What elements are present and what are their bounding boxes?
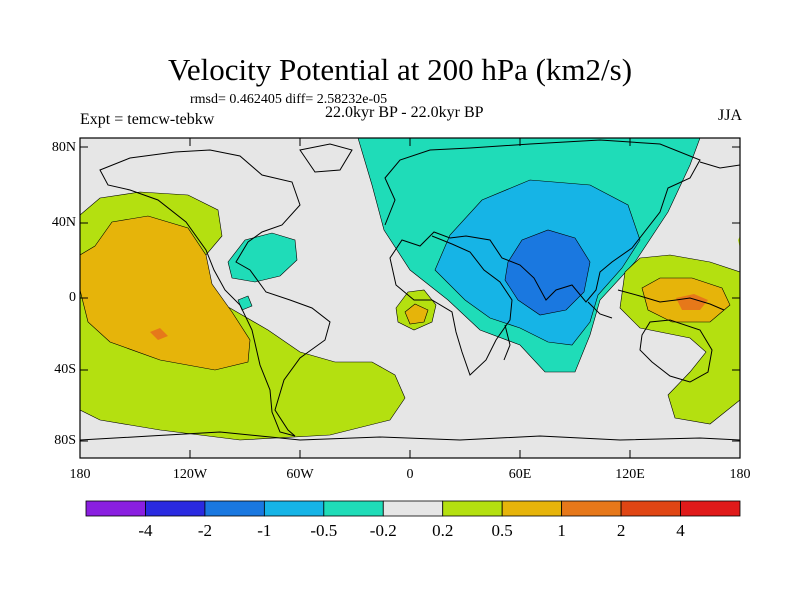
- lon-label-180e: 180: [729, 467, 751, 482]
- colorbar-label-0: -4: [138, 521, 153, 540]
- lat-label-40n: 40N: [51, 215, 76, 230]
- lon-label-180w: 180: [69, 467, 91, 482]
- map-title: Velocity Potential at 200 hPa (km2/s): [167, 52, 633, 87]
- lon-label-120w: 120W: [172, 467, 208, 482]
- colorbar: [85, 500, 741, 517]
- map-plot-area: [80, 138, 740, 458]
- colorbar-box-10: [680, 500, 741, 517]
- lon-label-60w: 60W: [286, 467, 314, 482]
- colorbar-label-3: -0.5: [310, 521, 338, 540]
- season-label: JJA: [717, 107, 742, 124]
- experiment-label: Expt = temcw-tebkw: [80, 111, 215, 128]
- colorbar-box-4: [323, 500, 384, 517]
- colorbar-box-6: [442, 500, 503, 517]
- lat-label-80s: 80S: [54, 433, 76, 448]
- stats-text: rmsd= 0.462405 diff= 2.58232e-05: [190, 92, 388, 107]
- colorbar-box-5: [382, 500, 444, 517]
- colorbar-box-0: [85, 500, 146, 517]
- colorbar-label-6: 0.5: [491, 521, 513, 540]
- colorbar-label-2: -1: [257, 521, 272, 540]
- colorbar-box-9: [620, 500, 681, 517]
- colorbar-label-8: 2: [616, 521, 626, 540]
- lon-label-0: 0: [406, 467, 414, 482]
- colorbar-box-2: [204, 500, 265, 517]
- colorbar-label-7: 1: [557, 521, 566, 540]
- lon-label-120e: 120E: [615, 467, 645, 482]
- lat-label-80n: 80N: [51, 140, 76, 155]
- colorbar-box-3: [263, 500, 325, 517]
- colorbar-label-5: 0.2: [432, 521, 454, 540]
- colorbar-label-9: 4: [676, 521, 685, 540]
- lon-label-60e: 60E: [508, 467, 532, 482]
- period-label: 22.0kyr BP - 22.0kyr BP: [325, 104, 484, 121]
- colorbar-box-7: [501, 500, 563, 517]
- colorbar-box-8: [561, 500, 622, 517]
- colorbar-label-1: -2: [197, 521, 212, 540]
- lat-label-0: 0: [69, 290, 76, 305]
- colorbar-label-4: -0.2: [369, 521, 397, 540]
- coastlines: [80, 139, 740, 441]
- lat-label-40s: 40S: [54, 362, 76, 377]
- colorbar-box-1: [145, 500, 206, 517]
